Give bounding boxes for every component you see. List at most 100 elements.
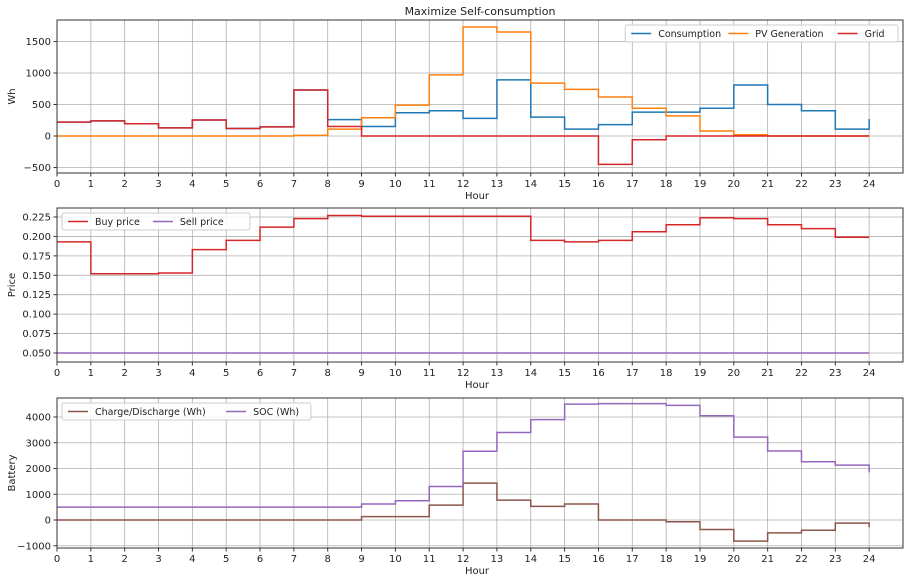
legend-box xyxy=(624,24,899,43)
x-tick-label: 18 xyxy=(660,554,673,565)
y-tick-label: 0.150 xyxy=(22,271,51,282)
x-tick-label: 24 xyxy=(863,179,876,190)
legend-label: PV Generation xyxy=(755,29,823,40)
x-tick-label: 22 xyxy=(795,368,808,379)
legend-label: Buy price xyxy=(95,217,140,228)
legend: Buy price Sell price xyxy=(61,212,251,231)
x-tick-label: 2 xyxy=(121,554,127,565)
x-tick-label: 5 xyxy=(223,368,229,379)
legend-label: Grid xyxy=(865,29,885,40)
x-tick-label: 13 xyxy=(491,554,504,565)
legend-label: Charge/Discharge (Wh) xyxy=(95,407,206,418)
x-tick-label: 1 xyxy=(88,368,94,379)
x-tick-label: 10 xyxy=(389,554,402,565)
x-tick-label: 21 xyxy=(761,368,774,379)
x-tick-label: 11 xyxy=(423,368,436,379)
x-axis-label: Hour xyxy=(465,380,490,391)
y-tick-label: 3000 xyxy=(26,438,51,449)
x-tick-label: 21 xyxy=(761,179,774,190)
x-tick-label: 2 xyxy=(121,368,127,379)
x-tick-label: 23 xyxy=(829,179,842,190)
x-tick-label: 14 xyxy=(524,179,537,190)
y-tick-label: 0.075 xyxy=(22,329,51,340)
x-tick-label: 2 xyxy=(121,179,127,190)
y-tick-label: 0 xyxy=(45,132,51,143)
x-tick-label: 24 xyxy=(863,554,876,565)
series-line-buy-price xyxy=(57,214,870,275)
legend: Charge/Discharge (Wh) SOC (Wh) xyxy=(61,402,312,421)
x-tick-label: 9 xyxy=(358,554,364,565)
axes-frame xyxy=(56,207,904,363)
x-tick-label: 5 xyxy=(223,554,229,565)
x-tick-label: 0 xyxy=(54,554,60,565)
y-tick-label: 1000 xyxy=(26,68,51,79)
x-tick-label: 10 xyxy=(389,368,402,379)
x-tick-label: 20 xyxy=(727,368,740,379)
y-tick-label: 0 xyxy=(45,516,51,527)
y-tick-label: 0.050 xyxy=(22,348,51,359)
y-tick-label: −500 xyxy=(24,163,51,174)
axes-frame xyxy=(56,397,904,549)
x-tick-label: 16 xyxy=(592,179,605,190)
y-tick-label: 1000 xyxy=(26,490,51,501)
x-tick-label: 8 xyxy=(325,368,331,379)
y-tick-label: 0.200 xyxy=(22,232,51,243)
axes-frame xyxy=(56,19,904,174)
y-tick-label: 1500 xyxy=(26,37,51,48)
x-tick-label: 6 xyxy=(257,179,263,190)
x-tick-label: 20 xyxy=(727,179,740,190)
subplot-1: 0 1 2 3 4 5 6 7 8 9 10 11 12 13 14 15 16 17 18 19 20 21 22 23 24… xyxy=(7,5,904,202)
x-tick-label: 13 xyxy=(491,179,504,190)
x-tick-label: 12 xyxy=(457,554,470,565)
x-tick-label: 22 xyxy=(795,179,808,190)
subplot-3: 0 1 2 3 4 5 6 7 8 9 10 11 12 13 14 15 16 17 18 19 20 21 22 23 24… xyxy=(7,397,904,577)
series-line-pv-generation xyxy=(57,26,870,137)
y-tick-label: 0.225 xyxy=(22,213,51,224)
x-tick-label: 16 xyxy=(592,368,605,379)
y-axis-label: Price xyxy=(7,273,18,297)
x-tick-label: 12 xyxy=(457,179,470,190)
x-tick-label: 19 xyxy=(694,554,707,565)
x-tick-label: 3 xyxy=(155,368,161,379)
series-line-grid xyxy=(57,89,870,166)
legend-box xyxy=(61,402,312,421)
y-tick-label: 2000 xyxy=(26,464,51,475)
x-tick-label: 6 xyxy=(257,554,263,565)
x-axis-label: Hour xyxy=(465,191,490,202)
x-tick-label: 4 xyxy=(189,179,195,190)
x-tick-label: 4 xyxy=(189,554,195,565)
legend-label: Sell price xyxy=(180,217,224,228)
x-tick-label: 14 xyxy=(524,554,537,565)
x-tick-label: 10 xyxy=(389,179,402,190)
x-tick-label: 23 xyxy=(829,368,842,379)
x-tick-label: 5 xyxy=(223,179,229,190)
y-tick-label: 500 xyxy=(32,100,51,111)
x-tick-label: 8 xyxy=(325,179,331,190)
chart-title: Maximize Self-consumption xyxy=(405,5,556,18)
x-tick-label: 19 xyxy=(694,368,707,379)
x-tick-label: 9 xyxy=(358,368,364,379)
x-tick-label: 7 xyxy=(291,368,297,379)
x-tick-label: 0 xyxy=(54,179,60,190)
x-tick-label: 14 xyxy=(524,368,537,379)
subplot-2: 0 1 2 3 4 5 6 7 8 9 10 11 12 13 14 15 16 17 18 19 20 21 22 23 24… xyxy=(7,207,904,391)
series-line-soc-wh- xyxy=(57,402,870,508)
y-axis-label: Battery xyxy=(7,454,18,491)
x-tick-label: 19 xyxy=(694,179,707,190)
x-tick-label: 7 xyxy=(291,554,297,565)
x-tick-label: 20 xyxy=(727,554,740,565)
x-tick-label: 16 xyxy=(592,554,605,565)
x-tick-label: 17 xyxy=(626,179,639,190)
legend-label: SOC (Wh) xyxy=(253,407,299,418)
series-line-charge-discharge-wh- xyxy=(57,482,870,542)
y-tick-label: 0.100 xyxy=(22,310,51,321)
x-tick-label: 1 xyxy=(88,179,94,190)
x-tick-label: 18 xyxy=(660,179,673,190)
x-tick-label: 6 xyxy=(257,368,263,379)
y-tick-label: 0.175 xyxy=(22,251,51,262)
x-tick-label: 11 xyxy=(423,179,436,190)
y-tick-label: −1000 xyxy=(17,541,51,552)
x-tick-label: 15 xyxy=(558,179,571,190)
